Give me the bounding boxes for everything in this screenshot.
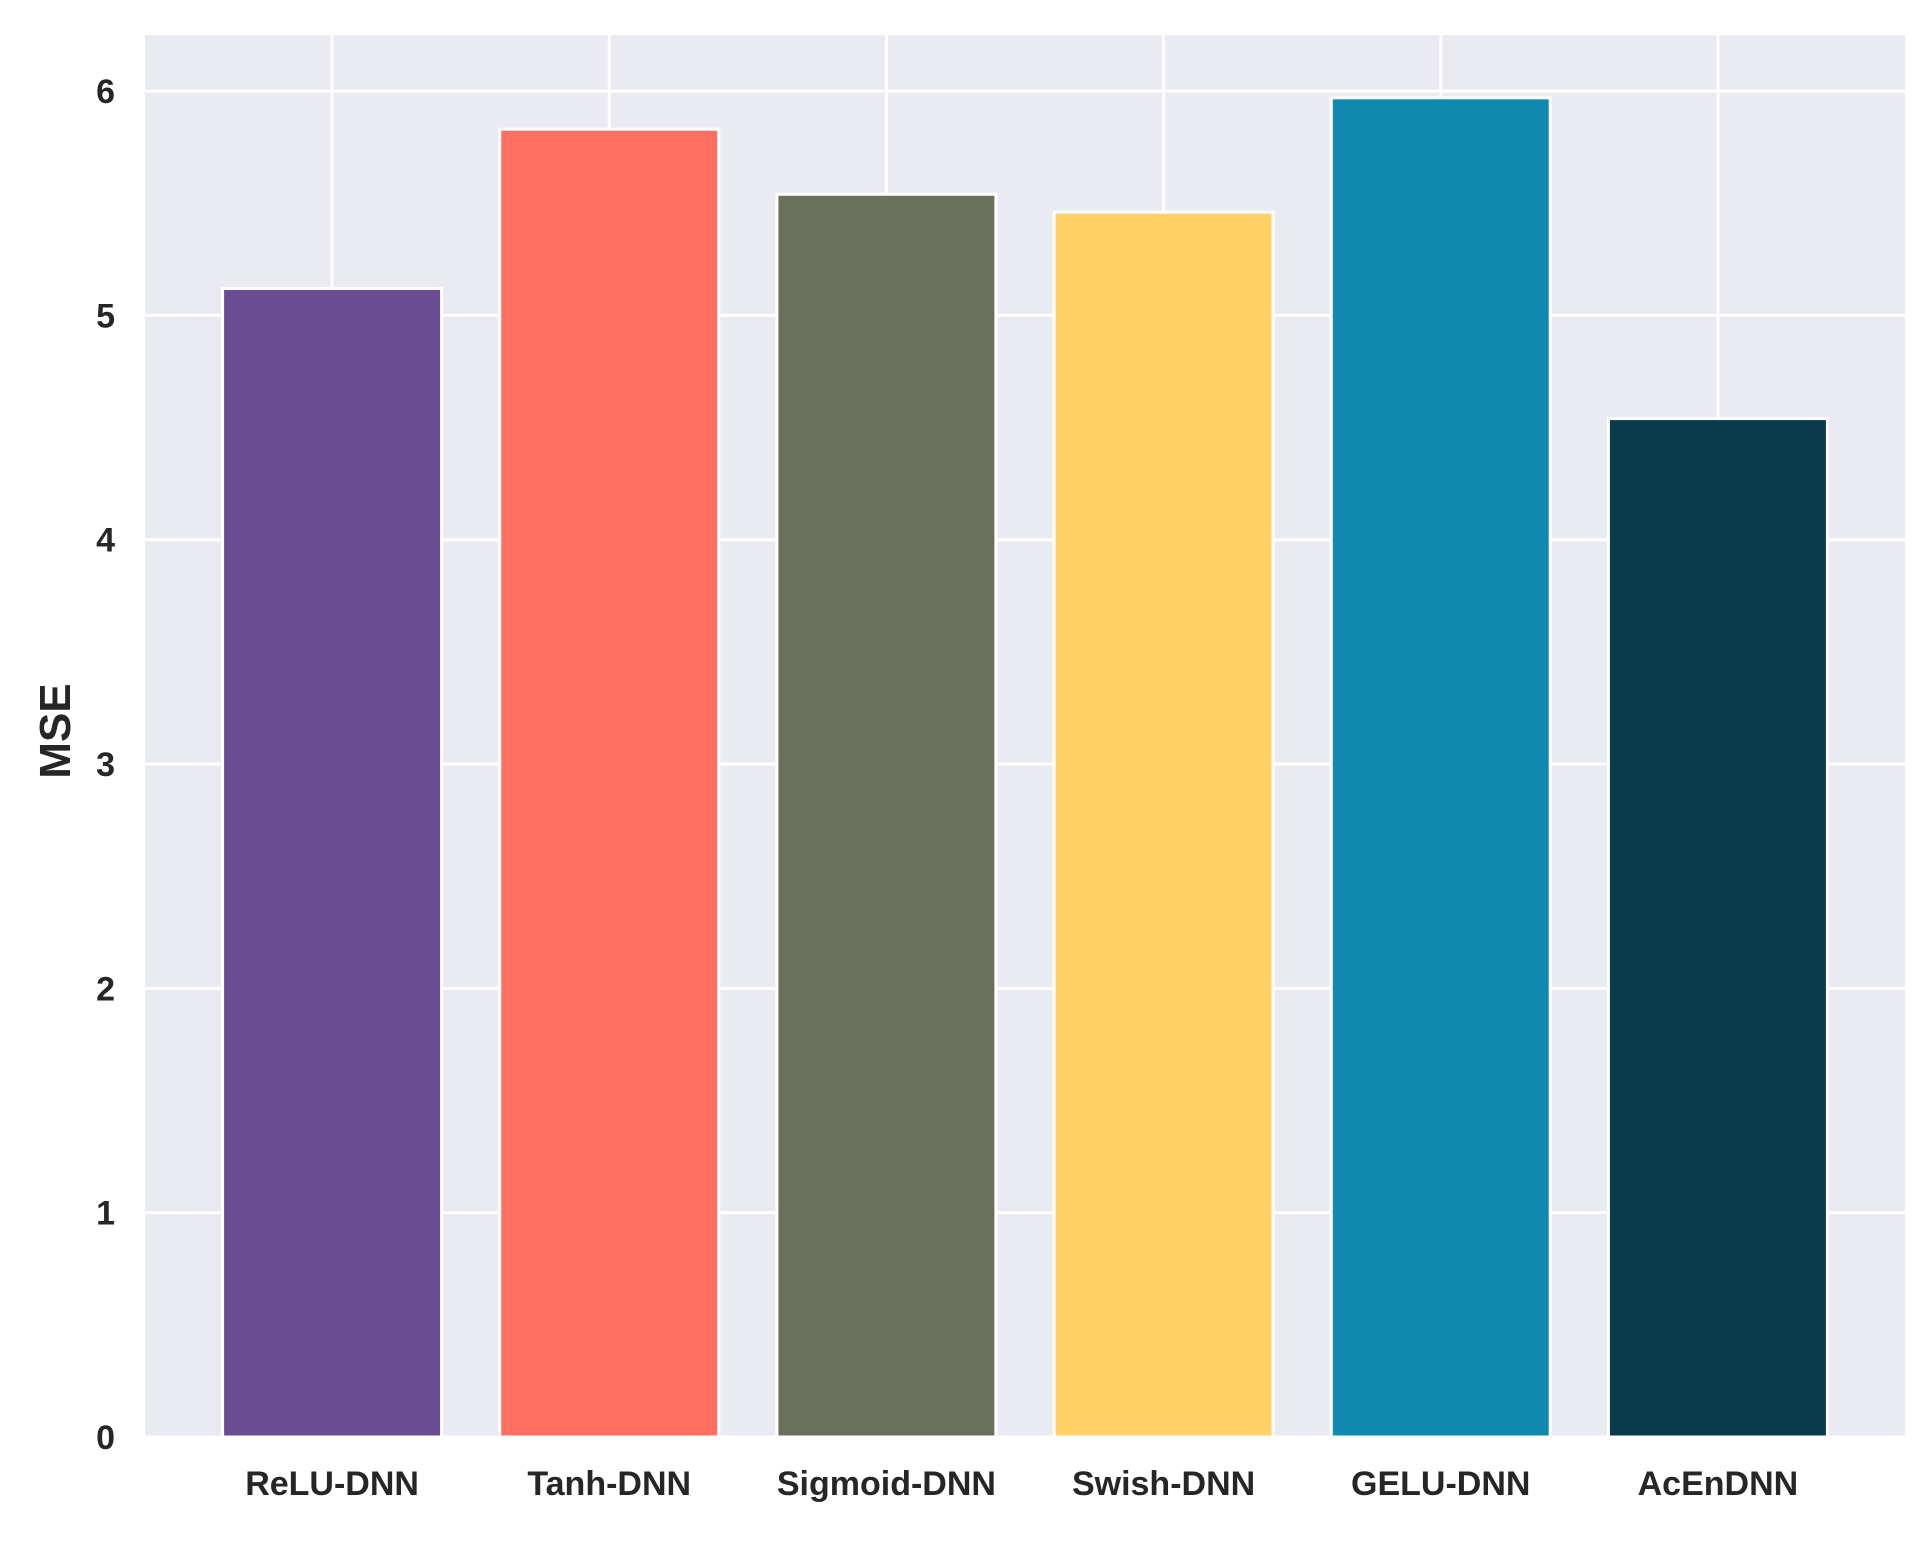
y-tick-label: 6 (96, 73, 115, 111)
y-tick-label: 2 (96, 970, 115, 1008)
bar-gelu-dnn (1329, 96, 1552, 1439)
y-axis-label: MSE (31, 683, 80, 778)
bar-tanh-dnn (498, 127, 721, 1439)
bar-swish-dnn (1052, 210, 1275, 1439)
x-tick-label: ReLU-DNN (245, 1465, 419, 1503)
bar-relu-dnn (221, 286, 444, 1439)
x-tick-label: AcEnDNN (1638, 1465, 1799, 1503)
y-tick-label: 0 (96, 1419, 115, 1457)
y-tick-label: 3 (96, 746, 115, 784)
x-tick-label: Sigmoid-DNN (777, 1465, 996, 1503)
bar-sigmoid-dnn (775, 192, 998, 1439)
y-tick-label: 1 (96, 1195, 115, 1233)
bars (221, 96, 1829, 1439)
bar-acendnn (1606, 417, 1829, 1439)
y-tick-labels: 0 1 2 3 4 5 6 (96, 73, 115, 1457)
y-tick-label: 5 (96, 297, 115, 335)
x-tick-label: GELU-DNN (1351, 1465, 1530, 1503)
x-tick-label: Tanh-DNN (527, 1465, 691, 1503)
y-tick-label: 4 (96, 522, 115, 560)
x-tick-label: Swish-DNN (1072, 1465, 1255, 1503)
x-tick-labels: ReLU-DNN Tanh-DNN Sigmoid-DNN Swish-DNN GELU… (245, 1465, 1798, 1503)
